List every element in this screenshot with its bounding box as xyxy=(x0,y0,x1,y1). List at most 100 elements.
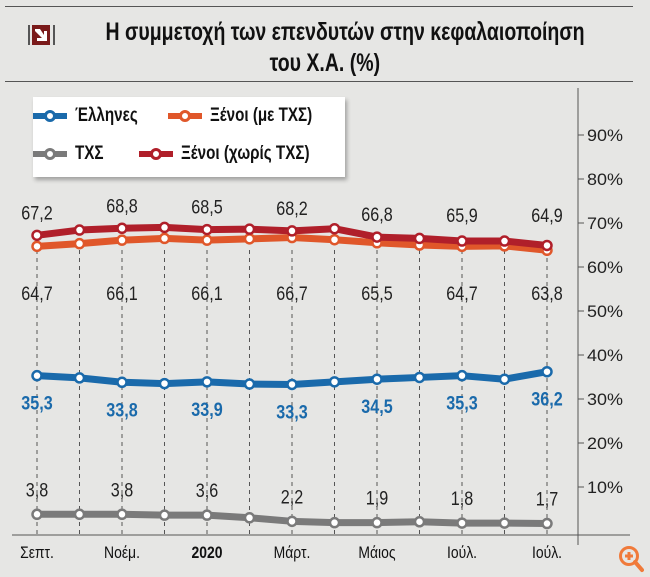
y-tick-label: 30% xyxy=(587,390,623,409)
legend-item-foreign-with: Ξένοι (με ΤΧΣ) xyxy=(168,105,338,127)
data-point xyxy=(498,517,511,529)
x-tick-label: 2020 xyxy=(192,544,223,563)
data-point xyxy=(158,377,171,390)
data-point xyxy=(73,508,86,521)
y-tick-label: 90% xyxy=(587,126,623,145)
data-point xyxy=(541,517,553,530)
data-point xyxy=(73,237,86,250)
series-0: 35,3 33,8 33,9 33,3 34,5 35,3 36,2 xyxy=(21,365,563,423)
legend-swatch xyxy=(33,110,67,122)
legend-item-greeks: Έλληνες xyxy=(33,105,153,127)
data-label: 63,8 xyxy=(531,283,563,305)
data-point xyxy=(328,376,341,388)
data-label: 64,7 xyxy=(446,283,477,305)
data-point xyxy=(286,378,298,391)
legend-swatch xyxy=(139,148,173,160)
data-label: 2,2 xyxy=(281,486,303,508)
legend-item-foreign-without: Ξένοι (χωρίς ΤΧΣ) xyxy=(139,143,342,165)
series-2: 3,8 3,8 3,6 2,2 1,9 1,8 1,7 xyxy=(26,479,558,530)
data-point xyxy=(498,235,511,247)
data-label: 65,5 xyxy=(361,283,393,305)
data-label: 68,8 xyxy=(106,195,138,217)
legend-swatch xyxy=(33,148,67,160)
data-label: 36,2 xyxy=(531,388,563,410)
data-label: 1,9 xyxy=(366,487,388,509)
data-point xyxy=(413,371,426,384)
data-point xyxy=(116,508,128,521)
data-label: 67,2 xyxy=(21,202,52,224)
data-point xyxy=(456,369,468,382)
data-point xyxy=(158,221,171,234)
data-point xyxy=(31,369,43,382)
data-point xyxy=(243,512,256,524)
data-label: 3,8 xyxy=(111,479,134,501)
data-point xyxy=(31,508,43,521)
legend-label: Ξένοι (με ΤΧΣ) xyxy=(210,105,313,126)
data-point xyxy=(158,232,171,245)
data-point xyxy=(201,376,213,388)
data-point xyxy=(243,233,256,245)
data-point xyxy=(328,516,341,529)
title-rule xyxy=(5,81,633,82)
data-label: 35,3 xyxy=(21,392,53,414)
data-label: 66,7 xyxy=(276,283,307,305)
data-point xyxy=(116,222,128,235)
chart-title: Η συμμετοχή των επενδυτών στην κεφαλαιοπ… xyxy=(20,17,650,47)
data-label: 33,9 xyxy=(191,399,223,421)
top-rule xyxy=(5,6,633,7)
data-label: 34,5 xyxy=(361,396,393,418)
data-label: 1,8 xyxy=(451,488,474,510)
data-point xyxy=(201,509,213,521)
y-tick-label: 80% xyxy=(587,170,623,189)
data-point xyxy=(456,517,468,529)
legend-swatch xyxy=(168,110,202,122)
legend-item-hfsf: ΤΧΣ xyxy=(33,143,111,165)
data-point xyxy=(158,509,171,521)
y-tick-label: 70% xyxy=(587,214,623,233)
legend-label: ΤΧΣ xyxy=(75,143,104,164)
x-tick-label: Ιούλ. xyxy=(532,544,562,563)
data-label: 1,7 xyxy=(536,488,558,510)
data-label: 66,1 xyxy=(191,283,222,305)
y-tick-label: 10% xyxy=(587,478,623,497)
x-tick-label: Μάιος xyxy=(358,544,395,563)
data-label: 66,8 xyxy=(361,204,393,226)
data-label: 3,8 xyxy=(26,479,49,501)
series-3: 67,2 68,8 68,5 68,2 66,8 65,9 64,9 xyxy=(21,195,563,252)
y-tick-label: 40% xyxy=(587,346,623,365)
legend-label: Ξένοι (χωρίς ΤΧΣ) xyxy=(181,143,310,164)
x-tick-label: Ιούλ. xyxy=(447,544,477,563)
title-line-1: Η συμμετοχή των επενδυτών στην κεφαλαιοπ… xyxy=(105,18,585,46)
data-point xyxy=(73,224,86,236)
data-point xyxy=(541,365,553,378)
y-tick-label: 50% xyxy=(587,302,623,321)
arrow-down-right-icon xyxy=(28,25,55,45)
data-point xyxy=(371,231,383,243)
data-label: 64,9 xyxy=(531,205,562,227)
data-label: 64,7 xyxy=(21,283,52,305)
data-point xyxy=(243,223,256,235)
x-tick-label: Μάρτ. xyxy=(274,544,311,563)
data-point xyxy=(243,378,256,390)
x-tick-label: Νοέμ. xyxy=(104,544,140,563)
zoom-in-icon[interactable] xyxy=(618,545,644,573)
data-label: 35,3 xyxy=(446,392,478,414)
data-label: 33,8 xyxy=(106,399,138,421)
data-point xyxy=(116,234,128,246)
data-point xyxy=(498,373,511,385)
data-point xyxy=(541,239,553,252)
title-line-2: του Χ.Α. (%) xyxy=(269,49,381,77)
data-point xyxy=(73,372,86,384)
legend: Έλληνες Ξένοι (με ΤΧΣ) ΤΧΣ Ξένοι (χωρίς … xyxy=(33,97,345,177)
data-point xyxy=(328,233,341,246)
data-point xyxy=(328,222,341,235)
y-tick-label: 60% xyxy=(587,258,623,277)
data-point xyxy=(31,229,43,242)
data-point xyxy=(456,235,468,247)
data-point xyxy=(116,376,128,389)
x-tick-label: Σεπτ. xyxy=(20,544,54,563)
data-point xyxy=(201,223,213,236)
data-label: 33,3 xyxy=(276,401,308,423)
data-label: 68,5 xyxy=(191,196,223,218)
data-label: 3,6 xyxy=(196,480,219,502)
